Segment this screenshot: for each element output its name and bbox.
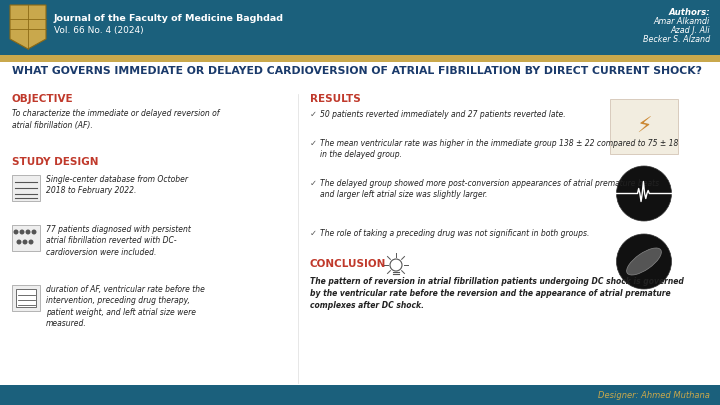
Text: Designer: Ahmed Muthana: Designer: Ahmed Muthana bbox=[598, 390, 710, 399]
Text: Amar Alkamdi: Amar Alkamdi bbox=[654, 17, 710, 26]
Circle shape bbox=[32, 230, 37, 234]
Circle shape bbox=[19, 230, 24, 234]
Circle shape bbox=[25, 230, 30, 234]
Bar bbox=[0, 385, 720, 405]
Ellipse shape bbox=[626, 248, 662, 275]
Text: ✓: ✓ bbox=[310, 139, 317, 148]
Circle shape bbox=[17, 239, 22, 245]
Text: The pattern of reversion in atrial fibrillation patients undergoing DC shock is : The pattern of reversion in atrial fibri… bbox=[310, 277, 684, 309]
Text: Vol. 66 No. 4 (2024): Vol. 66 No. 4 (2024) bbox=[54, 26, 143, 35]
Text: 50 patients reverted immediately and 27 patients reverted late.: 50 patients reverted immediately and 27 … bbox=[320, 110, 566, 119]
Bar bbox=[0, 0, 720, 55]
Text: ✓: ✓ bbox=[310, 229, 317, 238]
Bar bbox=[12, 175, 40, 201]
Text: ✓: ✓ bbox=[310, 179, 317, 188]
Text: STUDY DESIGN: STUDY DESIGN bbox=[12, 157, 99, 167]
Circle shape bbox=[616, 234, 672, 289]
Text: WHAT GOVERNS IMMEDIATE OR DELAYED CARDIOVERSION OF ATRIAL FIBRILLATION BY DIRECT: WHAT GOVERNS IMMEDIATE OR DELAYED CARDIO… bbox=[12, 66, 702, 76]
Bar bbox=[12, 225, 40, 251]
Text: ✓: ✓ bbox=[310, 110, 317, 119]
Circle shape bbox=[616, 166, 672, 221]
Bar bbox=[610, 99, 678, 154]
Polygon shape bbox=[10, 5, 46, 49]
Circle shape bbox=[14, 230, 19, 234]
Text: 77 patients diagnosed with persistent
atrial fibrillation reverted with DC-
card: 77 patients diagnosed with persistent at… bbox=[46, 225, 191, 257]
Text: Authors:: Authors: bbox=[668, 8, 710, 17]
Text: ⚡: ⚡ bbox=[636, 117, 652, 136]
Text: The role of taking a preceding drug was not significant in both groups.: The role of taking a preceding drug was … bbox=[320, 229, 590, 238]
Text: The delayed group showed more post-conversion appearances of atrial premature be: The delayed group showed more post-conve… bbox=[320, 179, 659, 199]
Text: duration of AF, ventricular rate before the
intervention, preceding drug therapy: duration of AF, ventricular rate before … bbox=[46, 285, 205, 328]
Circle shape bbox=[22, 239, 27, 245]
Bar bbox=[16, 289, 36, 307]
Circle shape bbox=[29, 239, 34, 245]
Text: Becker S. Alzand: Becker S. Alzand bbox=[643, 35, 710, 44]
Text: CONCLUSION: CONCLUSION bbox=[310, 259, 387, 269]
Text: To characterize the immediate or delayed reversion of
atrial fibrillation (AF).: To characterize the immediate or delayed… bbox=[12, 109, 220, 130]
Text: Single-center database from October
2018 to February 2022.: Single-center database from October 2018… bbox=[46, 175, 188, 196]
Text: RESULTS: RESULTS bbox=[310, 94, 361, 104]
Text: The mean ventricular rate was higher in the immediate group 138 ± 22 compared to: The mean ventricular rate was higher in … bbox=[320, 139, 678, 159]
Text: OBJECTIVE: OBJECTIVE bbox=[12, 94, 73, 104]
Text: Azad J. Ali: Azad J. Ali bbox=[670, 26, 710, 35]
Bar bbox=[12, 285, 40, 311]
Bar bbox=[0, 55, 720, 62]
Text: Journal of the Faculty of Medicine Baghdad: Journal of the Faculty of Medicine Baghd… bbox=[54, 14, 284, 23]
